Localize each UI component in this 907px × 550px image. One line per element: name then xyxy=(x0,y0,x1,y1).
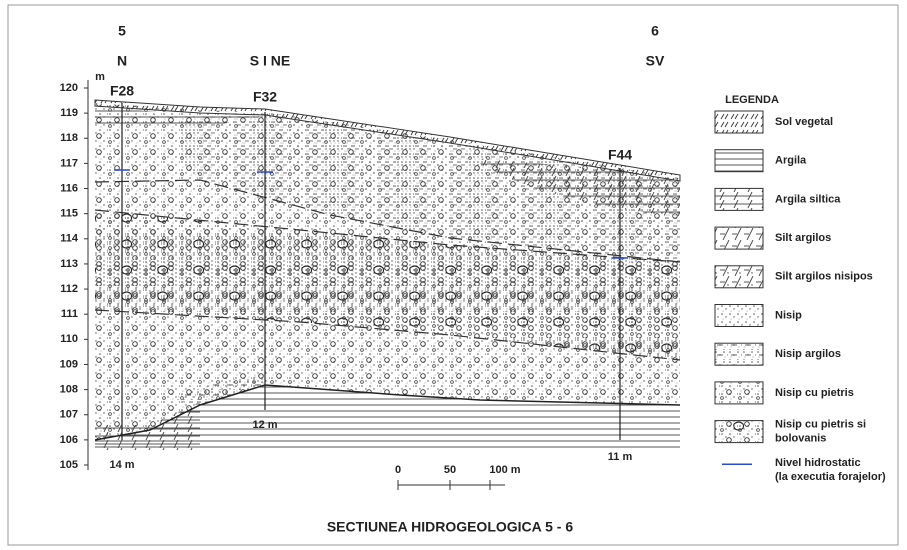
legend-swatch xyxy=(715,343,763,365)
elevation-label: 116 xyxy=(60,182,78,194)
elevation-label: 120 xyxy=(60,82,78,94)
elevation-label: 119 xyxy=(60,107,78,119)
legend-label: bolovanis xyxy=(775,433,826,445)
legend: Sol vegetal Argila Argila siltica Silt argi… xyxy=(715,111,886,483)
legend-label: Nivel hidrostatic xyxy=(775,457,861,469)
profile-direction: SV xyxy=(646,53,665,69)
legend-label: Nisip xyxy=(775,309,802,321)
legend-swatch xyxy=(715,305,763,327)
legend-swatch xyxy=(715,227,763,249)
diagram-title: SECTIUNEA HIDROGEOLOGICA 5 - 6 xyxy=(327,519,574,535)
scale-label: 50 xyxy=(444,464,456,476)
elevation-label: 112 xyxy=(60,283,78,295)
profile-number: 6 xyxy=(651,23,659,39)
strata xyxy=(95,100,680,450)
legend-swatch xyxy=(715,111,763,133)
legend-label: Silt argilos nisipos xyxy=(775,271,873,283)
well-name: F28 xyxy=(110,83,134,99)
legend-label: Silt argilos xyxy=(775,232,831,244)
elevation-label: 108 xyxy=(60,384,78,396)
well-name: F32 xyxy=(253,89,277,105)
well-depth: 11 m xyxy=(608,451,633,463)
legend-swatch xyxy=(715,188,763,210)
legend-label: Sol vegetal xyxy=(775,116,833,128)
profile-number: 5 xyxy=(118,23,126,39)
legend-swatch xyxy=(715,150,763,172)
legend-swatch xyxy=(715,382,763,404)
legend-swatch xyxy=(715,421,763,443)
scale-label: 100 m xyxy=(489,464,520,476)
well-depth: 14 m xyxy=(109,459,134,471)
well-depth: 12 m xyxy=(252,419,277,431)
section-diagram: 120 119 118 117 116 115 114 113 112 111 110 109 108 1… xyxy=(0,0,907,550)
legend-label: Nisip cu pietris si xyxy=(775,419,866,431)
elevation-label: 113 xyxy=(60,258,78,270)
elevation-label: 118 xyxy=(60,132,78,144)
page: 120 119 118 117 116 115 114 113 112 111 110 109 108 1… xyxy=(0,0,907,550)
profile-direction: N xyxy=(117,53,127,69)
elevation-label: 114 xyxy=(60,233,79,245)
scale-label: 0 xyxy=(395,464,401,476)
legend-label: Argila siltica xyxy=(775,193,841,205)
elevation-label: 110 xyxy=(60,333,78,345)
elevation-label: 105 xyxy=(60,459,78,471)
elevation-labels: 120 119 118 117 116 115 114 113 112 111 110 109 108 1… xyxy=(60,82,88,471)
elevation-label: 109 xyxy=(60,358,78,370)
profile-direction: S I NE xyxy=(250,53,290,69)
axis-unit: m xyxy=(95,71,105,83)
legend-title: LEGENDA xyxy=(725,94,779,106)
legend-label: (la executia forajelor) xyxy=(775,471,886,483)
elevation-label: 111 xyxy=(61,308,78,320)
legend-label: Nisip argilos xyxy=(775,348,841,360)
legend-label: Nisip cu pietris xyxy=(775,387,854,399)
elevation-label: 106 xyxy=(60,434,78,446)
legend-label: Argila xyxy=(775,155,807,167)
elevation-label: 115 xyxy=(60,208,78,220)
scale-bar: 0 50 100 m xyxy=(395,464,521,490)
well-name: F44 xyxy=(608,147,632,163)
legend-swatch xyxy=(715,266,763,288)
elevation-label: 117 xyxy=(60,157,78,169)
elevation-label: 107 xyxy=(60,409,78,421)
